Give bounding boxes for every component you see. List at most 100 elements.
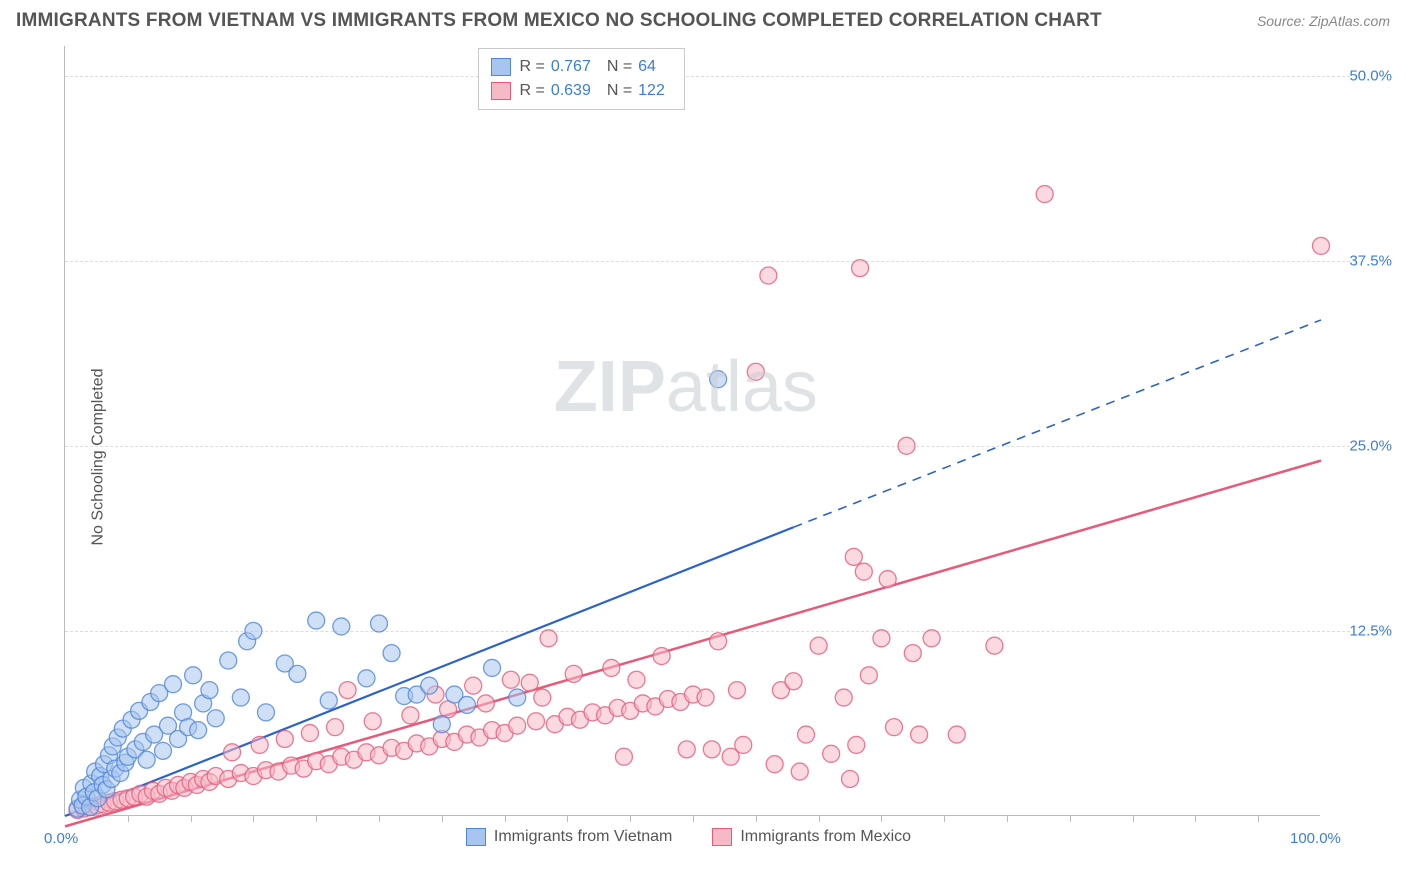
x-tick	[944, 815, 945, 822]
r-label: R =	[519, 58, 544, 76]
n-label: N =	[607, 58, 632, 76]
data-point	[358, 670, 375, 687]
data-point	[276, 731, 293, 748]
data-point	[860, 667, 877, 684]
data-point	[402, 707, 419, 724]
data-point	[502, 671, 519, 688]
legend-swatch	[491, 82, 511, 100]
data-point	[791, 763, 808, 780]
data-point	[710, 371, 727, 388]
data-point	[986, 637, 1003, 654]
data-point	[842, 770, 859, 787]
data-point	[835, 689, 852, 706]
data-point	[232, 689, 249, 706]
data-point	[308, 612, 325, 629]
x-tick	[316, 815, 317, 822]
n-label: N =	[607, 82, 632, 100]
source-attribution: Source: ZipAtlas.com	[1257, 13, 1390, 29]
data-point	[855, 563, 872, 580]
x-tick	[630, 815, 631, 822]
data-point	[785, 673, 802, 690]
source-value: ZipAtlas.com	[1309, 13, 1390, 29]
y-tick-label: 12.5%	[1349, 622, 1392, 639]
data-point	[628, 671, 645, 688]
data-point	[509, 689, 526, 706]
data-point	[923, 630, 940, 647]
data-point	[898, 437, 915, 454]
data-point	[484, 659, 501, 676]
legend-row: R =0.639N =122	[491, 79, 672, 103]
data-point	[879, 571, 896, 588]
data-point	[678, 741, 695, 758]
data-point	[735, 736, 752, 753]
data-point	[220, 652, 237, 669]
data-point	[371, 615, 388, 632]
x-tick	[881, 815, 882, 822]
series-label: Immigrants from Mexico	[740, 828, 911, 846]
data-point	[766, 756, 783, 773]
data-point	[207, 710, 224, 727]
data-point	[165, 676, 182, 693]
n-value: 64	[638, 58, 672, 76]
data-point	[245, 622, 262, 639]
r-label: R =	[519, 82, 544, 100]
x-tick	[1133, 815, 1134, 822]
data-point	[201, 682, 218, 699]
data-point	[904, 645, 921, 662]
data-point	[224, 744, 241, 761]
x-tick	[693, 815, 694, 822]
x-tick	[1070, 815, 1071, 822]
legend-row: R =0.767N =64	[491, 55, 672, 79]
chart-title: IMMIGRANTS FROM VIETNAM VS IMMIGRANTS FR…	[16, 10, 1102, 32]
series-legend: Immigrants from Vietnam Immigrants from M…	[466, 828, 911, 846]
x-tick	[128, 815, 129, 822]
x-tick	[1007, 815, 1008, 822]
x-tick	[442, 815, 443, 822]
x-tick	[1195, 815, 1196, 822]
x-axis-max-label: 100.0%	[1290, 830, 1341, 847]
x-tick	[756, 815, 757, 822]
data-point	[1036, 186, 1053, 203]
source-label: Source:	[1257, 13, 1305, 29]
data-point	[251, 736, 268, 753]
scatter-points	[65, 46, 1321, 816]
data-point	[154, 742, 171, 759]
x-tick	[379, 815, 380, 822]
data-point	[697, 689, 714, 706]
x-tick	[191, 815, 192, 822]
legend-item: Immigrants from Vietnam	[466, 828, 672, 846]
data-point	[339, 682, 356, 699]
data-point	[710, 633, 727, 650]
data-point	[509, 717, 526, 734]
data-point	[1313, 237, 1330, 254]
data-point	[873, 630, 890, 647]
correlation-legend: R =0.767N =64R =0.639N =122	[478, 48, 685, 110]
y-tick-label: 25.0%	[1349, 437, 1392, 454]
data-point	[703, 741, 720, 758]
x-tick	[253, 815, 254, 822]
data-point	[421, 677, 438, 694]
legend-swatch	[466, 828, 486, 846]
data-point	[810, 637, 827, 654]
data-point	[289, 665, 306, 682]
data-point	[528, 713, 545, 730]
data-point	[185, 667, 202, 684]
data-point	[852, 260, 869, 277]
data-point	[747, 363, 764, 380]
data-point	[760, 267, 777, 284]
y-tick-label: 50.0%	[1349, 67, 1392, 84]
plot-area: 12.5%25.0%37.5%50.0%	[64, 46, 1320, 816]
x-tick	[567, 815, 568, 822]
data-point	[565, 665, 582, 682]
data-point	[534, 689, 551, 706]
data-point	[320, 692, 337, 709]
chart-area: No Schooling Completed 12.5%25.0%37.5%50…	[16, 38, 1390, 876]
data-point	[433, 716, 450, 733]
x-tick	[819, 815, 820, 822]
r-value: 0.639	[551, 82, 599, 100]
data-point	[728, 682, 745, 699]
data-point	[138, 751, 155, 768]
y-tick-label: 37.5%	[1349, 252, 1392, 269]
data-point	[190, 722, 207, 739]
data-point	[798, 726, 815, 743]
